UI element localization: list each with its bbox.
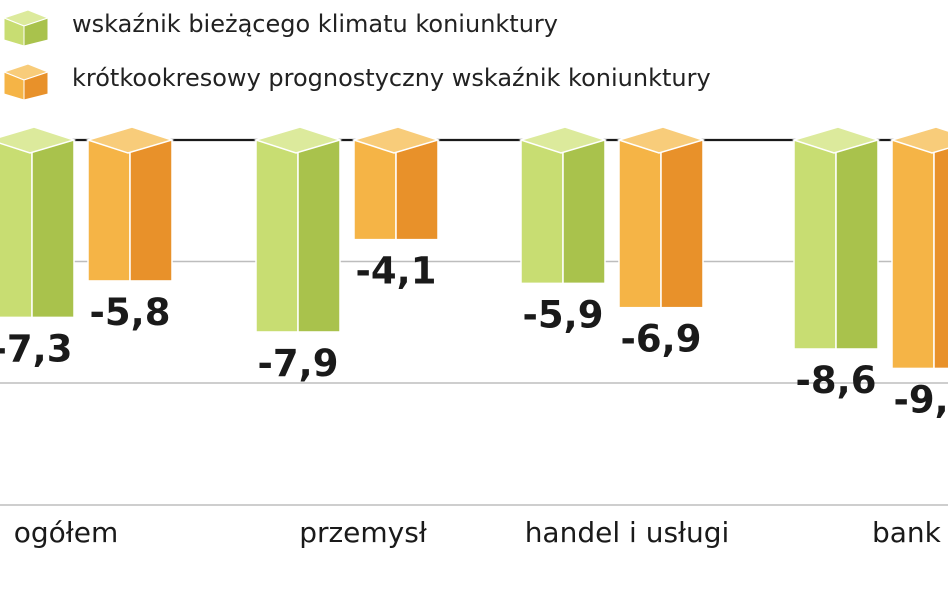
bar-0-0 [0,126,77,319]
bar-1-1-side [395,139,439,241]
value-label-2-1: -6,9 [621,318,702,361]
bar-3-0-front [793,139,837,350]
category-label-1: przemysł [299,516,427,549]
legend-label-forecast: krótkookresowy prognostyczny wskaźnik ko… [72,64,711,92]
bar-2-1 [616,126,706,309]
value-label-1-0: -7,9 [258,342,339,385]
bar-0-0-side [31,139,75,319]
bar-1-0 [253,126,343,333]
bar-1-0-front [255,139,299,333]
bar-2-1-top [616,126,706,154]
bar-0-0-top [0,126,77,154]
bar-2-0 [518,126,608,285]
legend-item-current: wskaźnik bieżącego klimatu koniunktury [2,9,558,47]
value-label-3-1: -9,4 [894,378,948,421]
value-labels: -7,3 -5,8 -7,9 -4,1 -5,9 -6,9 -8,6 -9,4 [0,250,948,422]
bar-3-1-front [891,139,935,370]
bar-0-1-side [129,139,173,282]
bar-2-1-side [660,139,704,309]
bar-3-0 [791,126,881,350]
legend-label-current: wskaźnik bieżącego klimatu koniunktury [72,10,558,38]
bars [0,126,948,370]
bar-2-0-front [520,139,564,285]
bar-0-0-front [0,139,33,319]
bar-1-0-top [253,126,343,154]
legend: wskaźnik bieżącego klimatu koniunktury k… [2,9,711,101]
value-label-1-1: -4,1 [356,250,437,293]
bar-3-0-side [835,139,879,350]
value-label-0-0: -7,3 [0,327,72,370]
value-label-3-0: -8,6 [796,359,877,402]
legend-swatch-side-1 [23,71,49,101]
bar-3-1-top [889,126,948,154]
bar-1-0-side [297,139,341,333]
category-label-2: handel i usługi [525,516,730,549]
bar-0-1-front [87,139,131,282]
bar-1-1-front [353,139,397,241]
bar-3-0-top [791,126,881,154]
legend-swatch-current [2,9,50,47]
bar-2-0-side [562,139,606,285]
bar-3-1-side [933,139,948,370]
bar-1-1 [351,126,441,241]
bar-0-1-top [85,126,175,154]
category-labels: ogółem przemysł handel i usługi bank [14,516,942,549]
bar-3-1 [889,126,948,370]
bar-1-1-top [351,126,441,154]
legend-item-forecast: krótkookresowy prognostyczny wskaźnik ko… [2,63,711,101]
value-label-2-0: -5,9 [523,293,604,336]
bar-0-1 [85,126,175,282]
legend-swatch-forecast [2,63,50,101]
bar-2-1-front [618,139,662,309]
bar-2-0-top [518,126,608,154]
category-label-3: bank [872,516,942,549]
value-label-0-1: -5,8 [90,291,171,334]
legend-swatch-side-0 [23,17,49,47]
category-label-0: ogółem [14,516,119,549]
